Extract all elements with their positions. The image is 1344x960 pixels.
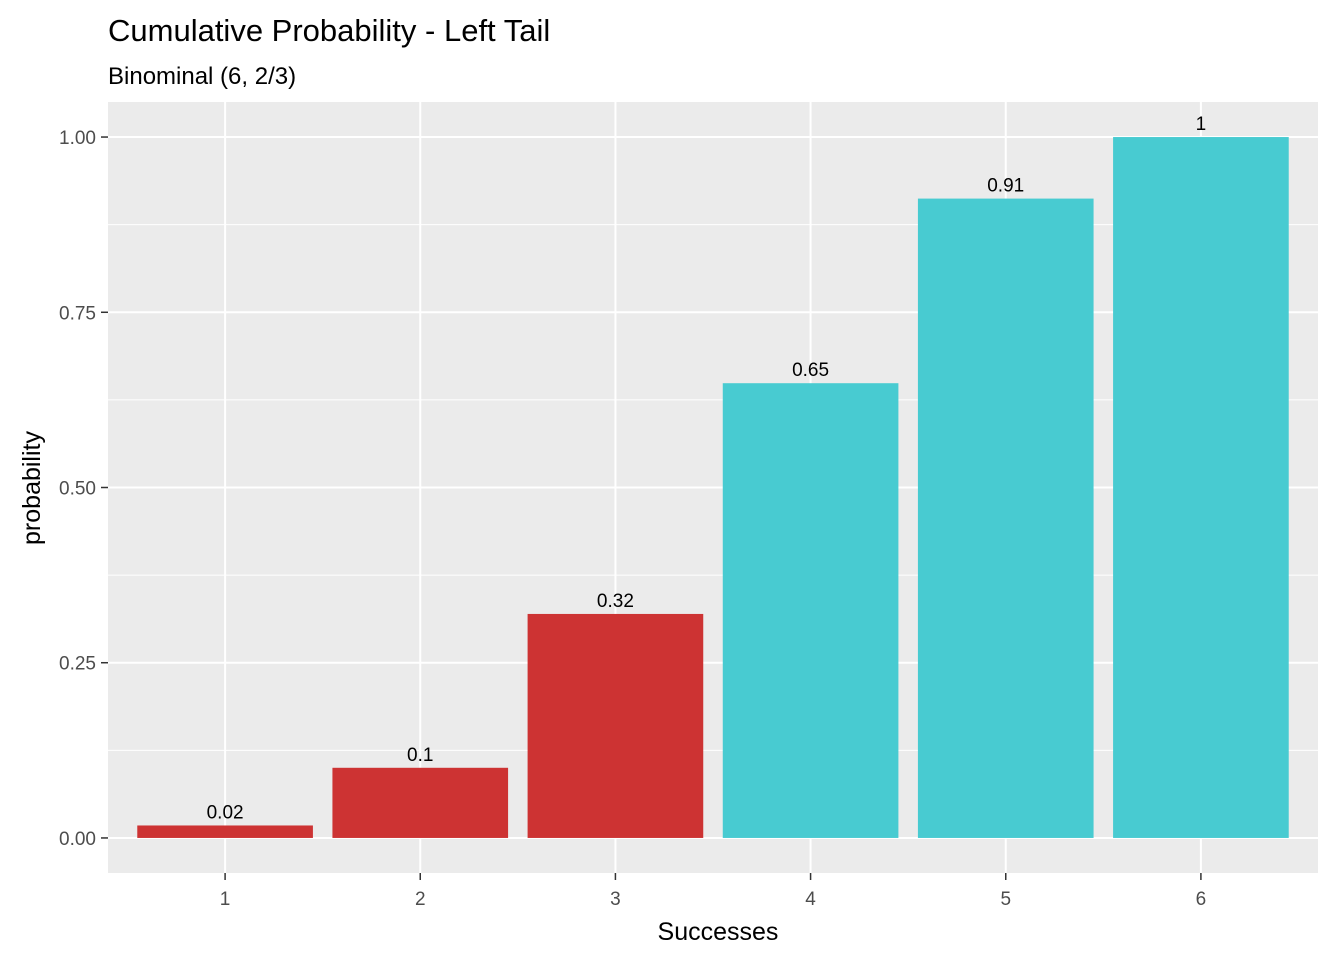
x-tick-label: 6: [1196, 889, 1207, 910]
data-label-3: 0.32: [597, 591, 634, 612]
y-tick-label: 0.50: [59, 479, 96, 500]
x-tick-label: 2: [415, 889, 426, 910]
bar-3: [527, 613, 704, 838]
x-axis: 1 2 3 4 5 6: [220, 873, 1206, 910]
chart-title: Cumulative Probability - Left Tail: [108, 13, 550, 48]
x-tick-label: 5: [1000, 889, 1011, 910]
y-axis: 0.00 0.25 0.50 0.75 1.00: [59, 128, 108, 850]
data-label-1: 0.02: [207, 802, 244, 823]
x-axis-title: Successes: [658, 918, 779, 946]
bar-5: [917, 198, 1094, 838]
x-tick-label: 3: [610, 889, 621, 910]
chart-subtitle: Binominal (6, 2/3): [108, 63, 296, 90]
bars: [137, 137, 1289, 838]
y-tick-label: 0.00: [59, 829, 96, 850]
data-label-4: 0.65: [792, 360, 829, 381]
bar-2: [332, 767, 509, 838]
data-label-5: 0.91: [987, 176, 1024, 197]
y-tick-label: 0.25: [59, 654, 96, 675]
y-tick-label: 1.00: [59, 128, 96, 149]
x-tick-label: 4: [805, 889, 816, 910]
y-tick-label: 0.75: [59, 303, 96, 324]
data-labels: 0.02 0.1 0.32 0.65 0.91 1: [207, 114, 1207, 823]
bar-4: [722, 383, 899, 838]
x-tick-label: 1: [220, 889, 231, 910]
y-axis-title: probability: [18, 431, 46, 545]
bar-6: [1113, 137, 1289, 838]
bar-1: [137, 825, 313, 838]
data-label-2: 0.1: [407, 745, 433, 766]
data-label-6: 1: [1196, 114, 1207, 135]
